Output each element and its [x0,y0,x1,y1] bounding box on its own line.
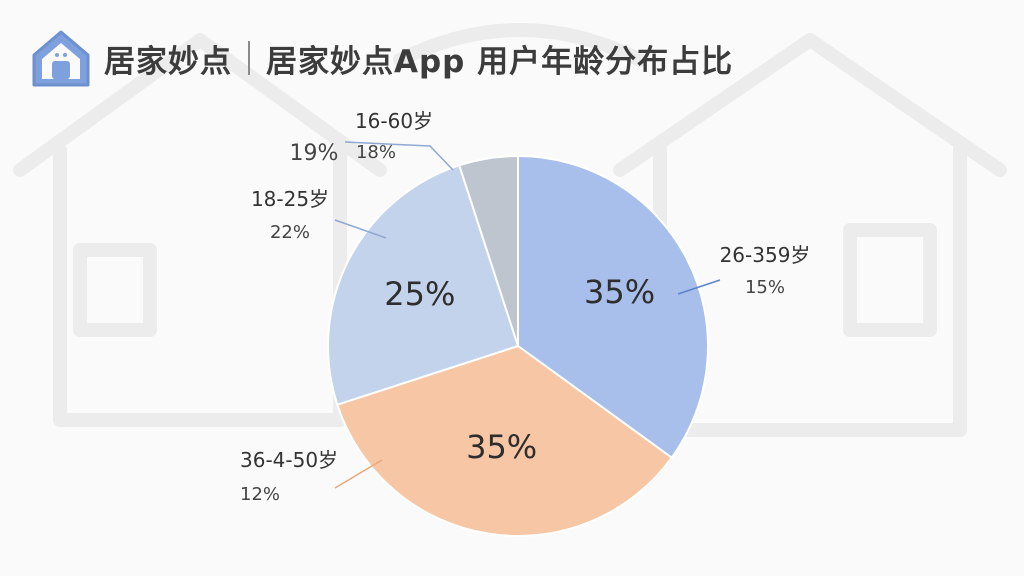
pie-slice [336,344,674,537]
extra-percent-label: 19% [290,141,339,166]
page-title: 居家妙点App 用户年龄分布占比 [266,43,734,80]
callout-percent-label: 18% [356,142,396,163]
brand-name: 居家妙点 [104,43,232,80]
header: 居家妙点 居家妙点App 用户年龄分布占比 [28,24,733,92]
callout-category-label: 18-25岁 [251,187,329,211]
callout-category-label: 36-4-50岁 [240,448,338,472]
callout-leader-line [334,459,383,489]
callout-percent-label: 15% [745,277,785,298]
title-separator [248,41,250,75]
pie-slice [517,154,709,460]
slice-percent-label: 25% [384,275,455,313]
callout-percent-label: 12% [240,484,280,505]
callout-category-label: 26-359岁 [720,243,811,267]
callout-leader-line [334,219,387,239]
slice-percent-label: 35% [584,273,655,311]
callout-category-label: 16-60岁 [355,109,433,133]
pie-slice [327,164,520,406]
house-icon [32,30,90,87]
callout-percent-label: 22% [270,222,310,243]
callout-leader-line [677,279,721,295]
callout-leader-line [344,141,454,171]
pie-slice [458,154,519,347]
slice-percent-label: 35% [466,428,537,466]
